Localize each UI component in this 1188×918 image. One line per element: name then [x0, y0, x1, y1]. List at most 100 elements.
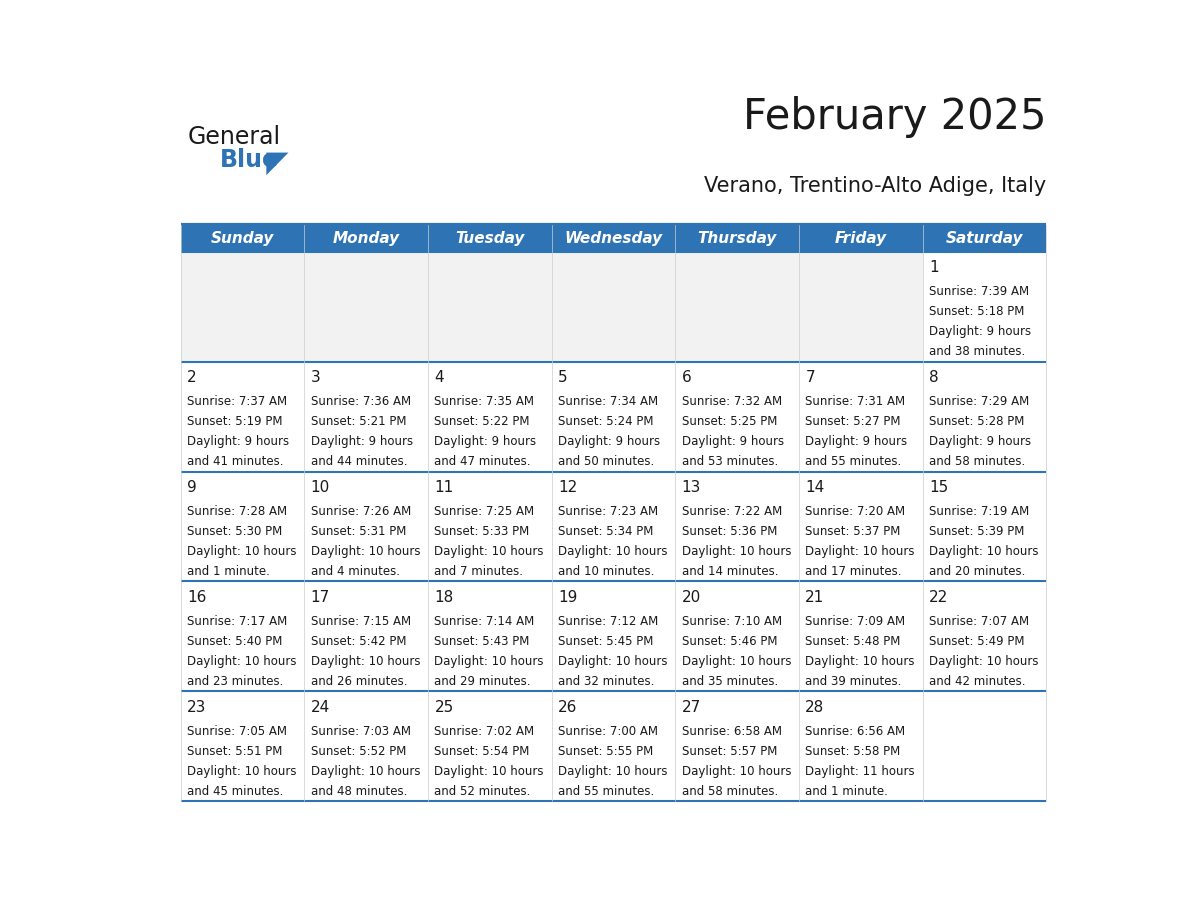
Text: Sunset: 5:30 PM: Sunset: 5:30 PM: [188, 525, 283, 538]
FancyBboxPatch shape: [181, 252, 304, 362]
Text: Sunset: 5:42 PM: Sunset: 5:42 PM: [311, 635, 406, 648]
Text: Sunset: 5:34 PM: Sunset: 5:34 PM: [558, 525, 653, 538]
Text: Daylight: 9 hours: Daylight: 9 hours: [188, 435, 290, 448]
Text: Daylight: 10 hours: Daylight: 10 hours: [435, 765, 544, 778]
Text: and 44 minutes.: and 44 minutes.: [311, 454, 407, 468]
Text: Saturday: Saturday: [946, 230, 1023, 246]
Text: Tuesday: Tuesday: [455, 230, 525, 246]
Text: Sunrise: 7:15 AM: Sunrise: 7:15 AM: [311, 615, 411, 629]
Text: Daylight: 10 hours: Daylight: 10 hours: [311, 765, 421, 778]
Text: 3: 3: [311, 370, 321, 385]
Text: Daylight: 10 hours: Daylight: 10 hours: [682, 765, 791, 778]
Text: Sunset: 5:40 PM: Sunset: 5:40 PM: [188, 635, 283, 648]
Text: and 35 minutes.: and 35 minutes.: [682, 675, 778, 688]
Text: Daylight: 10 hours: Daylight: 10 hours: [188, 765, 297, 778]
Text: Sunset: 5:27 PM: Sunset: 5:27 PM: [805, 415, 901, 428]
Text: and 45 minutes.: and 45 minutes.: [188, 785, 284, 798]
Text: Wednesday: Wednesday: [564, 230, 663, 246]
Text: Blue: Blue: [220, 149, 279, 173]
Text: Daylight: 9 hours: Daylight: 9 hours: [311, 435, 413, 448]
Text: 7: 7: [805, 370, 815, 385]
Text: Daylight: 10 hours: Daylight: 10 hours: [435, 545, 544, 558]
Text: 4: 4: [435, 370, 444, 385]
Text: Sunset: 5:52 PM: Sunset: 5:52 PM: [311, 745, 406, 758]
Text: Sunrise: 7:20 AM: Sunrise: 7:20 AM: [805, 506, 905, 519]
Text: 19: 19: [558, 590, 577, 605]
Text: Sunset: 5:43 PM: Sunset: 5:43 PM: [435, 635, 530, 648]
Text: Sunrise: 7:39 AM: Sunrise: 7:39 AM: [929, 285, 1029, 298]
Text: Sunrise: 7:09 AM: Sunrise: 7:09 AM: [805, 615, 905, 629]
FancyBboxPatch shape: [428, 252, 551, 362]
Text: 14: 14: [805, 480, 824, 495]
Text: Sunset: 5:19 PM: Sunset: 5:19 PM: [188, 415, 283, 428]
Text: 12: 12: [558, 480, 577, 495]
Text: 13: 13: [682, 480, 701, 495]
Text: Sunday: Sunday: [210, 230, 274, 246]
Text: and 29 minutes.: and 29 minutes.: [435, 675, 531, 688]
Text: 5: 5: [558, 370, 568, 385]
Text: Sunset: 5:28 PM: Sunset: 5:28 PM: [929, 415, 1024, 428]
Text: Sunrise: 7:28 AM: Sunrise: 7:28 AM: [188, 506, 287, 519]
Text: Monday: Monday: [333, 230, 399, 246]
Text: Sunset: 5:54 PM: Sunset: 5:54 PM: [435, 745, 530, 758]
Text: Daylight: 10 hours: Daylight: 10 hours: [188, 655, 297, 668]
Text: and 58 minutes.: and 58 minutes.: [682, 785, 778, 798]
Text: Sunrise: 7:05 AM: Sunrise: 7:05 AM: [188, 725, 287, 738]
Text: and 26 minutes.: and 26 minutes.: [311, 675, 407, 688]
Text: Daylight: 10 hours: Daylight: 10 hours: [929, 545, 1038, 558]
Text: Sunrise: 7:29 AM: Sunrise: 7:29 AM: [929, 396, 1029, 409]
Text: Sunrise: 7:17 AM: Sunrise: 7:17 AM: [188, 615, 287, 629]
Text: Daylight: 9 hours: Daylight: 9 hours: [929, 325, 1031, 338]
Text: 16: 16: [188, 590, 207, 605]
Text: Daylight: 10 hours: Daylight: 10 hours: [558, 545, 668, 558]
Text: Sunrise: 7:34 AM: Sunrise: 7:34 AM: [558, 396, 658, 409]
Text: Daylight: 9 hours: Daylight: 9 hours: [435, 435, 537, 448]
Text: and 14 minutes.: and 14 minutes.: [682, 565, 778, 577]
Text: Sunrise: 7:37 AM: Sunrise: 7:37 AM: [188, 396, 287, 409]
Text: and 39 minutes.: and 39 minutes.: [805, 675, 902, 688]
Text: Sunrise: 7:22 AM: Sunrise: 7:22 AM: [682, 506, 782, 519]
FancyBboxPatch shape: [675, 252, 798, 362]
Text: 20: 20: [682, 590, 701, 605]
Text: and 55 minutes.: and 55 minutes.: [558, 785, 655, 798]
Text: Daylight: 10 hours: Daylight: 10 hours: [435, 655, 544, 668]
Text: 27: 27: [682, 700, 701, 715]
Text: 2: 2: [188, 370, 197, 385]
Text: Sunset: 5:33 PM: Sunset: 5:33 PM: [435, 525, 530, 538]
Text: and 1 minute.: and 1 minute.: [805, 785, 889, 798]
Text: and 47 minutes.: and 47 minutes.: [435, 454, 531, 468]
Text: 25: 25: [435, 700, 454, 715]
Text: Sunset: 5:57 PM: Sunset: 5:57 PM: [682, 745, 777, 758]
Text: 23: 23: [188, 700, 207, 715]
Text: Thursday: Thursday: [697, 230, 777, 246]
Text: Sunset: 5:31 PM: Sunset: 5:31 PM: [311, 525, 406, 538]
Text: Daylight: 10 hours: Daylight: 10 hours: [805, 545, 915, 558]
Text: Sunrise: 7:19 AM: Sunrise: 7:19 AM: [929, 506, 1029, 519]
Text: Sunset: 5:18 PM: Sunset: 5:18 PM: [929, 306, 1024, 319]
Text: 10: 10: [311, 480, 330, 495]
Text: Sunrise: 7:12 AM: Sunrise: 7:12 AM: [558, 615, 658, 629]
Text: and 48 minutes.: and 48 minutes.: [311, 785, 407, 798]
Text: Daylight: 9 hours: Daylight: 9 hours: [805, 435, 908, 448]
Text: and 41 minutes.: and 41 minutes.: [188, 454, 284, 468]
Text: Sunset: 5:25 PM: Sunset: 5:25 PM: [682, 415, 777, 428]
Text: 8: 8: [929, 370, 939, 385]
Text: 6: 6: [682, 370, 691, 385]
Text: Sunset: 5:51 PM: Sunset: 5:51 PM: [188, 745, 283, 758]
Text: and 58 minutes.: and 58 minutes.: [929, 454, 1025, 468]
Text: February 2025: February 2025: [742, 96, 1047, 139]
Text: Sunset: 5:46 PM: Sunset: 5:46 PM: [682, 635, 777, 648]
Text: and 1 minute.: and 1 minute.: [188, 565, 270, 577]
Text: and 52 minutes.: and 52 minutes.: [435, 785, 531, 798]
Text: and 7 minutes.: and 7 minutes.: [435, 565, 524, 577]
Text: 11: 11: [435, 480, 454, 495]
Text: Daylight: 10 hours: Daylight: 10 hours: [188, 545, 297, 558]
Text: 1: 1: [929, 260, 939, 275]
Text: and 53 minutes.: and 53 minutes.: [682, 454, 778, 468]
Text: Sunrise: 7:10 AM: Sunrise: 7:10 AM: [682, 615, 782, 629]
Text: and 42 minutes.: and 42 minutes.: [929, 675, 1025, 688]
Text: Daylight: 10 hours: Daylight: 10 hours: [682, 545, 791, 558]
Text: Daylight: 10 hours: Daylight: 10 hours: [805, 655, 915, 668]
Text: Sunrise: 7:35 AM: Sunrise: 7:35 AM: [435, 396, 535, 409]
Text: Sunrise: 7:23 AM: Sunrise: 7:23 AM: [558, 506, 658, 519]
